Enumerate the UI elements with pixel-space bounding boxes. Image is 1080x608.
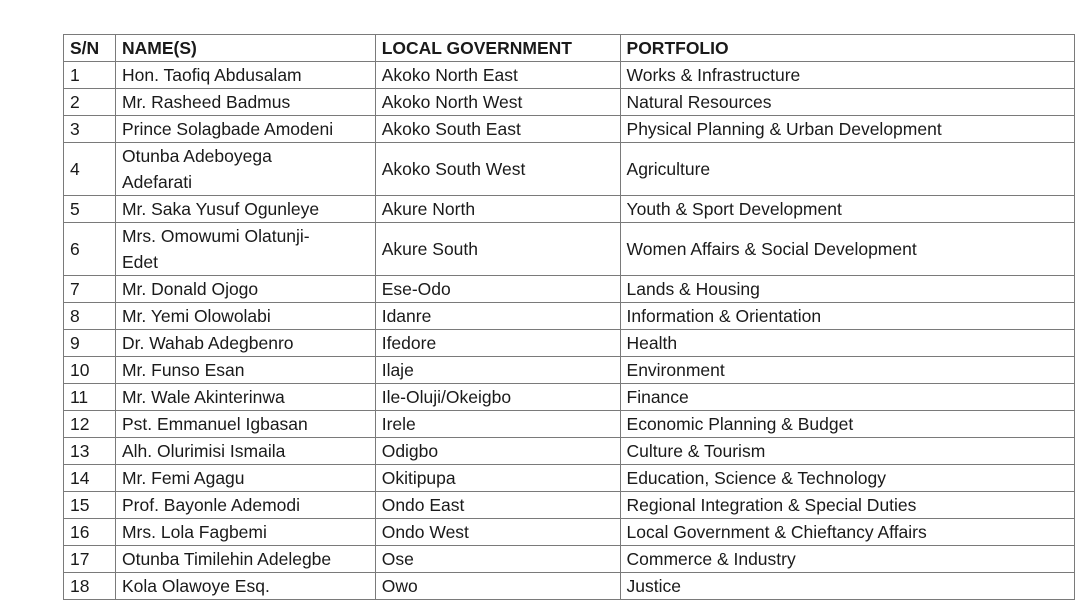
header-row: S/N NAME(S) LOCAL GOVERNMENT PORTFOLIO (63, 34, 1076, 62)
cell-local-government: Akoko South East (374, 115, 621, 143)
cell-local-government: Ondo West (374, 518, 621, 546)
table-row: 10 Mr. Funso Esan Ilaje Environment (63, 356, 1076, 384)
cell-name: Mr. Wale Akinterinwa (114, 383, 376, 411)
cell-sn: 18 (63, 572, 116, 600)
header-sn: S/N (63, 34, 116, 62)
cell-name: Mrs. Lola Fagbemi (114, 518, 376, 546)
cell-name: Prince Solagbade Amodeni (114, 115, 376, 143)
cell-name: Mr. Rasheed Badmus (114, 88, 376, 116)
table-row: 1 Hon. Taofiq Abdusalam Akoko North East Wo… (63, 61, 1076, 89)
cell-local-government: Owo (374, 572, 621, 600)
table-row: 8 Mr. Yemi Olowolabi Idanre Information & O… (63, 302, 1076, 330)
table-row: 16 Mrs. Lola Fagbemi Ondo West Local Govern… (63, 518, 1076, 546)
cell-sn: 9 (63, 329, 116, 357)
cell-name: Otunba Timilehin Adelegbe (114, 545, 376, 573)
cell-sn: 6 (63, 222, 116, 276)
cell-portfolio: Local Government & Chieftancy Affairs (619, 518, 1076, 546)
header-portfolio: PORTFOLIO (619, 34, 1076, 62)
table-row: 12 Pst. Emmanuel Igbasan Irele Economic Pla… (63, 410, 1076, 438)
cell-local-government: Ilaje (374, 356, 621, 384)
cell-sn: 16 (63, 518, 116, 546)
table-row: 11 Mr. Wale Akinterinwa Ile-Oluji/Okeigbo F… (63, 383, 1076, 411)
cell-sn: 4 (63, 142, 116, 196)
cell-name: Pst. Emmanuel Igbasan (114, 410, 376, 438)
cell-local-government: Akure South (374, 222, 621, 276)
cell-local-government: Ese-Odo (374, 275, 621, 303)
header-local-government: LOCAL GOVERNMENT (374, 34, 621, 62)
cell-sn: 1 (63, 61, 116, 89)
cell-local-government: Akoko South West (374, 142, 621, 196)
cell-portfolio: Youth & Sport Development (619, 195, 1076, 223)
cell-name: Mr. Saka Yusuf Ogunleye (114, 195, 376, 223)
cell-name: Mr. Donald Ojogo (114, 275, 376, 303)
table-row: 17 Otunba Timilehin Adelegbe Ose Commerce &… (63, 545, 1076, 573)
cell-sn: 3 (63, 115, 116, 143)
cell-sn: 11 (63, 383, 116, 411)
cell-name: Dr. Wahab Adegbenro (114, 329, 376, 357)
cell-portfolio: Natural Resources (619, 88, 1076, 116)
cell-sn: 5 (63, 195, 116, 223)
cell-portfolio: Agriculture (619, 142, 1076, 196)
cell-name: Hon. Taofiq Abdusalam (114, 61, 376, 89)
appointments-table: S/N NAME(S) LOCAL GOVERNMENT PORTFOLIO 1… (63, 34, 1076, 600)
cell-sn: 8 (63, 302, 116, 330)
table-row: 2 Mr. Rasheed Badmus Akoko North West Natur… (63, 88, 1076, 116)
cell-name: Prof. Bayonle Ademodi (114, 491, 376, 519)
cell-local-government: Ifedore (374, 329, 621, 357)
cell-name: Mr. Yemi Olowolabi (114, 302, 376, 330)
cell-portfolio: Physical Planning & Urban Development (619, 115, 1076, 143)
table-row: 7 Mr. Donald Ojogo Ese-Odo Lands & Housing (63, 275, 1076, 303)
cell-local-government: Okitipupa (374, 464, 621, 492)
cell-local-government: Idanre (374, 302, 621, 330)
table-row: 18 Kola Olawoye Esq. Owo Justice (63, 572, 1076, 600)
table-row: 3 Prince Solagbade Amodeni Akoko South Eas… (63, 115, 1076, 143)
table-row: 6 Mrs. Omowumi Olatunji- Edet Akure South Wo… (63, 222, 1076, 276)
cell-name: Alh. Olurimisi Ismaila (114, 437, 376, 465)
cell-local-government: Akoko North East (374, 61, 621, 89)
cell-portfolio: Health (619, 329, 1076, 357)
cell-sn: 10 (63, 356, 116, 384)
cell-name: Mrs. Omowumi Olatunji- Edet (114, 222, 376, 276)
cell-sn: 7 (63, 275, 116, 303)
cell-portfolio: Education, Science & Technology (619, 464, 1076, 492)
cell-portfolio: Environment (619, 356, 1076, 384)
cell-portfolio: Justice (619, 572, 1076, 600)
cell-sn: 17 (63, 545, 116, 573)
cell-portfolio: Lands & Housing (619, 275, 1076, 303)
cell-local-government: Ondo East (374, 491, 621, 519)
table-row: 14 Mr. Femi Agagu Okitipupa Education, Scie… (63, 464, 1076, 492)
cell-local-government: Akoko North West (374, 88, 621, 116)
cell-portfolio: Works & Infrastructure (619, 61, 1076, 89)
cell-sn: 15 (63, 491, 116, 519)
cell-portfolio: Economic Planning & Budget (619, 410, 1076, 438)
cell-sn: 12 (63, 410, 116, 438)
cell-portfolio: Culture & Tourism (619, 437, 1076, 465)
cell-name: Kola Olawoye Esq. (114, 572, 376, 600)
cell-local-government: Ose (374, 545, 621, 573)
cell-sn: 13 (63, 437, 116, 465)
cell-portfolio: Women Affairs & Social Development (619, 222, 1076, 276)
cell-portfolio: Finance (619, 383, 1076, 411)
table-row: 9 Dr. Wahab Adegbenro Ifedore Health (63, 329, 1076, 357)
cell-portfolio: Information & Orientation (619, 302, 1076, 330)
cell-name: Mr. Funso Esan (114, 356, 376, 384)
table-row: 4 Otunba Adeboyega Adefarati Akoko South We… (63, 142, 1076, 196)
cell-portfolio: Regional Integration & Special Duties (619, 491, 1076, 519)
cell-sn: 2 (63, 88, 116, 116)
cell-local-government: Akure North (374, 195, 621, 223)
header-name: NAME(S) (114, 34, 376, 62)
cell-name: Mr. Femi Agagu (114, 464, 376, 492)
table-row: 13 Alh. Olurimisi Ismaila Odigbo Culture & … (63, 437, 1076, 465)
cell-local-government: Ile-Oluji/Okeigbo (374, 383, 621, 411)
table-row: 5 Mr. Saka Yusuf Ogunleye Akure North Youth… (63, 195, 1076, 223)
table-row: 15 Prof. Bayonle Ademodi Ondo East Regional… (63, 491, 1076, 519)
cell-local-government: Odigbo (374, 437, 621, 465)
cell-local-government: Irele (374, 410, 621, 438)
cell-sn: 14 (63, 464, 116, 492)
cell-portfolio: Commerce & Industry (619, 545, 1076, 573)
cell-name: Otunba Adeboyega Adefarati (114, 142, 376, 196)
